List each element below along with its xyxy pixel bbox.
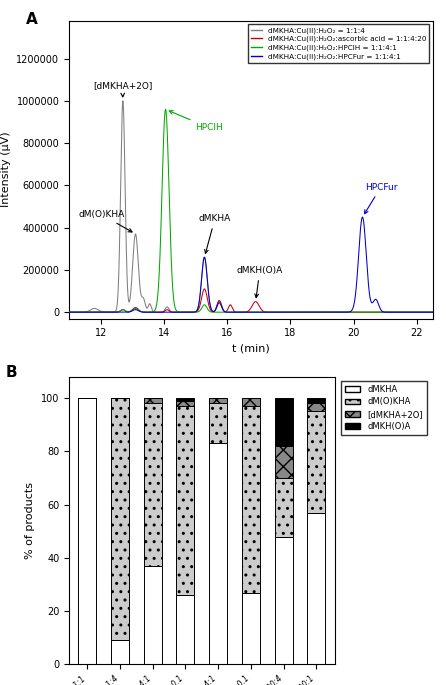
Text: dMKHA: dMKHA: [199, 214, 231, 253]
Bar: [307, 398, 326, 403]
Bar: [209, 443, 227, 664]
Y-axis label: % of products: % of products: [25, 482, 36, 559]
Bar: [209, 398, 227, 403]
Bar: [177, 398, 194, 401]
Text: HPClH: HPClH: [169, 111, 223, 132]
Y-axis label: Intensity (μV): Intensity (μV): [1, 132, 11, 208]
Bar: [307, 512, 326, 664]
Legend: dMKHA:Cu(II):H₂O₂ = 1:1:4, dMKHA:Cu(II):H₂O₂:ascorbic acid = 1:1:4:20, dMKHA:Cu(: dMKHA:Cu(II):H₂O₂ = 1:1:4, dMKHA:Cu(II):…: [248, 24, 429, 62]
Bar: [275, 446, 293, 478]
Text: HPCFur: HPCFur: [364, 183, 397, 214]
Bar: [177, 595, 194, 664]
Bar: [111, 640, 129, 664]
Text: dMKH(O)A: dMKH(O)A: [237, 266, 283, 298]
Bar: [177, 406, 194, 595]
Bar: [78, 398, 96, 664]
X-axis label: t (min): t (min): [232, 344, 270, 354]
Text: B: B: [5, 365, 17, 380]
Bar: [242, 406, 260, 593]
Bar: [144, 566, 162, 664]
Bar: [111, 398, 129, 640]
Bar: [144, 398, 162, 403]
Bar: [307, 403, 326, 412]
Bar: [275, 478, 293, 536]
Bar: [177, 401, 194, 406]
Text: A: A: [25, 12, 37, 27]
Legend: dMKHA, dM(O)KHA, [dMKHA+2O], dMKH(O)A: dMKHA, dM(O)KHA, [dMKHA+2O], dMKH(O)A: [341, 381, 427, 435]
Bar: [242, 593, 260, 664]
Text: [dMKHA+2O]: [dMKHA+2O]: [93, 82, 152, 97]
Bar: [209, 403, 227, 443]
Bar: [144, 403, 162, 566]
Bar: [275, 398, 293, 446]
Bar: [275, 536, 293, 664]
Bar: [307, 412, 326, 512]
Text: dM(O)KHA: dM(O)KHA: [78, 210, 132, 232]
Bar: [242, 398, 260, 406]
